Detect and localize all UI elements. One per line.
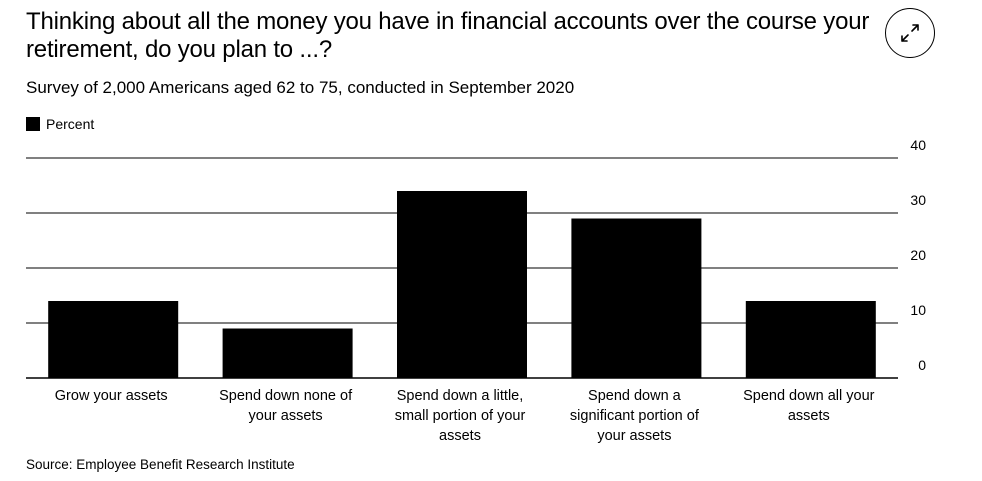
category-label: significant portion of (570, 408, 700, 424)
category-label: Spend down all your (743, 388, 875, 404)
legend-label: Percent (46, 116, 95, 132)
expand-button[interactable] (885, 8, 935, 58)
category-label: Grow your assets (55, 388, 168, 404)
expand-icon (901, 24, 919, 42)
category-label: your assets (597, 428, 671, 444)
bar (222, 328, 353, 378)
category-label: Spend down a little, (397, 388, 524, 404)
legend: Percent (26, 116, 94, 132)
source-note: Source: Employee Benefit Research Instit… (26, 457, 295, 472)
y-tick-label: 10 (910, 302, 926, 318)
chart-title: Thinking about all the money you have in… (26, 8, 870, 63)
chart-subtitle: Survey of 2,000 Americans aged 62 to 75,… (26, 78, 575, 97)
bar (397, 191, 527, 378)
y-tick-label: 40 (910, 137, 926, 153)
category-label: Spend down none of (219, 388, 353, 404)
legend-swatch (26, 117, 40, 131)
bar (745, 301, 876, 378)
bar (571, 218, 702, 378)
y-tick-label: 30 (910, 192, 926, 208)
y-tick-label: 0 (918, 357, 926, 373)
category-label: assets (439, 428, 481, 444)
category-label: your assets (249, 408, 323, 424)
bar (48, 301, 179, 378)
category-label: small portion of your (395, 408, 526, 424)
category-label: assets (788, 408, 830, 424)
y-tick-label: 20 (910, 247, 926, 263)
bar-chart: 0 10 20 30 40 Grow your assets Spend down none… (26, 137, 926, 444)
category-label: Spend down a (588, 388, 682, 404)
